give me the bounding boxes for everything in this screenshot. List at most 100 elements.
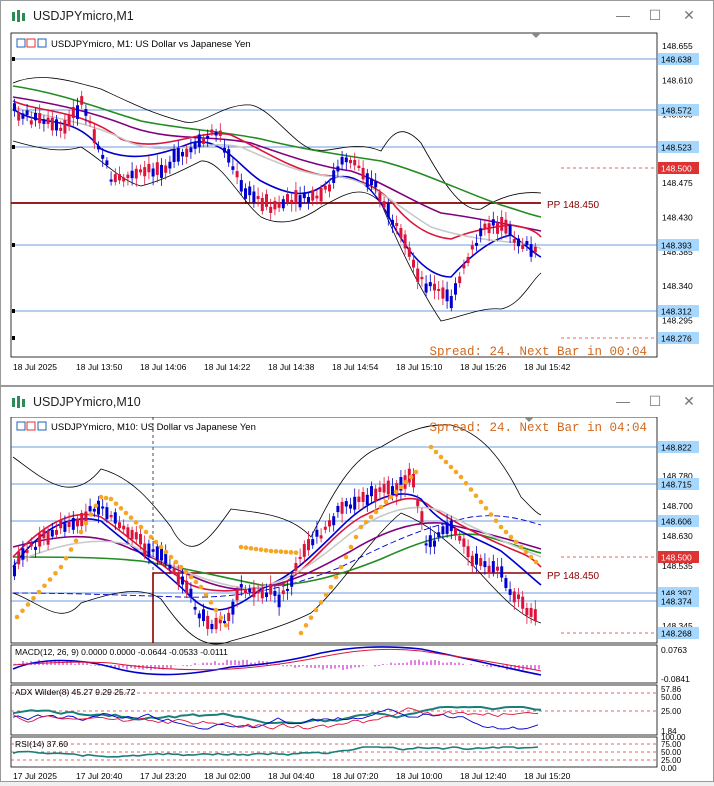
- candle: [319, 528, 323, 543]
- chart-window-m10[interactable]: USDJPYmicro,M10 — ☐ ✕ USDJPYmicro, M10: …: [0, 386, 714, 782]
- candle: [475, 545, 478, 573]
- candle: [323, 521, 327, 534]
- price-label-box: 148.572: [658, 104, 699, 116]
- time-tick: 18 Jul 15:42: [524, 362, 571, 372]
- close-button[interactable]: ✕: [683, 7, 695, 23]
- adx-pane[interactable]: [10, 684, 658, 736]
- psar-dot: [68, 547, 74, 552]
- candle: [151, 162, 155, 186]
- candle: [50, 522, 54, 540]
- candle: [386, 198, 390, 226]
- candle: [353, 488, 357, 515]
- psar-dot: [273, 549, 279, 554]
- candle: [382, 196, 386, 211]
- psar-dot: [323, 592, 329, 597]
- candle: [147, 155, 151, 180]
- candle: [210, 124, 214, 136]
- price-labels: 148.638148.572148.523148.500148.393148.3…: [658, 53, 699, 344]
- candle: [155, 155, 159, 183]
- price-level-lines: [11, 58, 657, 339]
- price-tick: 148.295: [662, 315, 693, 325]
- candle: [29, 537, 33, 551]
- candle: [25, 543, 29, 562]
- candle: [126, 171, 130, 186]
- candle: [210, 619, 214, 634]
- candle: [487, 215, 491, 242]
- psar-dot: [263, 548, 269, 553]
- candle: [340, 150, 344, 170]
- candle: [479, 554, 483, 571]
- psar-dot: [488, 512, 494, 517]
- candle: [109, 171, 113, 186]
- candle: [517, 587, 520, 608]
- price-chart-m1[interactable]: USDJPYmicro, M1: US Dollar vs Japanese Y…: [1, 31, 713, 390]
- candle: [399, 223, 403, 243]
- price-label-box: 148.374: [658, 595, 699, 607]
- candle: [281, 583, 285, 602]
- psar-dot: [428, 444, 434, 450]
- psar-dot: [143, 529, 149, 535]
- candle: [412, 252, 415, 275]
- maximize-button[interactable]: ☐: [648, 393, 662, 409]
- svg-text:148.374: 148.374: [661, 597, 692, 607]
- candle: [227, 606, 231, 631]
- minimize-button[interactable]: —: [616, 7, 630, 23]
- close-button[interactable]: ✕: [683, 393, 695, 409]
- maximize-button[interactable]: ☐: [648, 7, 662, 23]
- candle: [277, 587, 281, 616]
- spread-countdown: Spread: 24. Next Bar in 00:04: [429, 345, 647, 359]
- candle: [353, 152, 357, 171]
- candle: [416, 494, 420, 514]
- psar-dot: [93, 503, 99, 509]
- window-titlebar-m10[interactable]: USDJPYmicro,M10 — ☐ ✕: [1, 387, 713, 417]
- candle: [223, 139, 226, 158]
- price-label-box: 148.268: [658, 627, 699, 639]
- candle: [139, 164, 142, 176]
- chart-window-m1[interactable]: USDJPYmicro,M1 — ☐ ✕ USDJPYmicro, M1: US…: [0, 0, 714, 386]
- candle: [239, 173, 243, 196]
- psar-dot: [178, 564, 184, 570]
- psar-dot: [188, 574, 194, 580]
- shift-marker[interactable]: [524, 417, 534, 422]
- time-tick: 18 Jul 07:20: [332, 771, 379, 781]
- candle: [437, 280, 441, 300]
- candle: [46, 109, 50, 129]
- psar-dot: [268, 548, 274, 554]
- psar-dot: [383, 499, 389, 505]
- psar-dot: [14, 614, 20, 620]
- candle: [466, 539, 470, 566]
- psar-dot: [403, 479, 409, 485]
- candle: [97, 496, 100, 524]
- price-label-box: 148.822: [658, 441, 699, 453]
- candle: [395, 215, 399, 235]
- candle: [13, 559, 16, 580]
- candle: [197, 130, 201, 154]
- candle: [311, 531, 315, 549]
- candle: [67, 109, 71, 131]
- candle: [67, 512, 71, 533]
- window-titlebar-m1[interactable]: USDJPYmicro,M1 — ☐ ✕: [1, 1, 713, 31]
- candle: [445, 513, 449, 538]
- price-tick: 148.630: [662, 531, 693, 541]
- psar-dot: [103, 495, 109, 501]
- candle: [239, 575, 243, 596]
- candle: [130, 162, 134, 186]
- rsi-tick: 25.00: [661, 756, 682, 765]
- psar-dot: [123, 510, 129, 516]
- price-chart-m10[interactable]: USDJPYmicro, M10: US Dollar vs Japanese …: [1, 416, 713, 786]
- psar-dot: [498, 524, 504, 530]
- minimize-button[interactable]: —: [616, 393, 630, 409]
- psar-dot: [438, 454, 444, 460]
- candle: [382, 477, 386, 501]
- psar-dot: [453, 469, 459, 475]
- candle: [63, 114, 67, 140]
- macd-label: MACD(12, 26, 9) 0.0000 0.0000 -0.0644 -0…: [15, 647, 228, 657]
- candle: [265, 189, 268, 211]
- candle: [441, 280, 445, 305]
- candle: [168, 557, 172, 575]
- price-tick: 148.345: [662, 621, 693, 631]
- shift-marker[interactable]: [531, 33, 541, 38]
- candle: [458, 272, 462, 288]
- candle: [491, 554, 495, 577]
- psar-dot: [473, 493, 479, 499]
